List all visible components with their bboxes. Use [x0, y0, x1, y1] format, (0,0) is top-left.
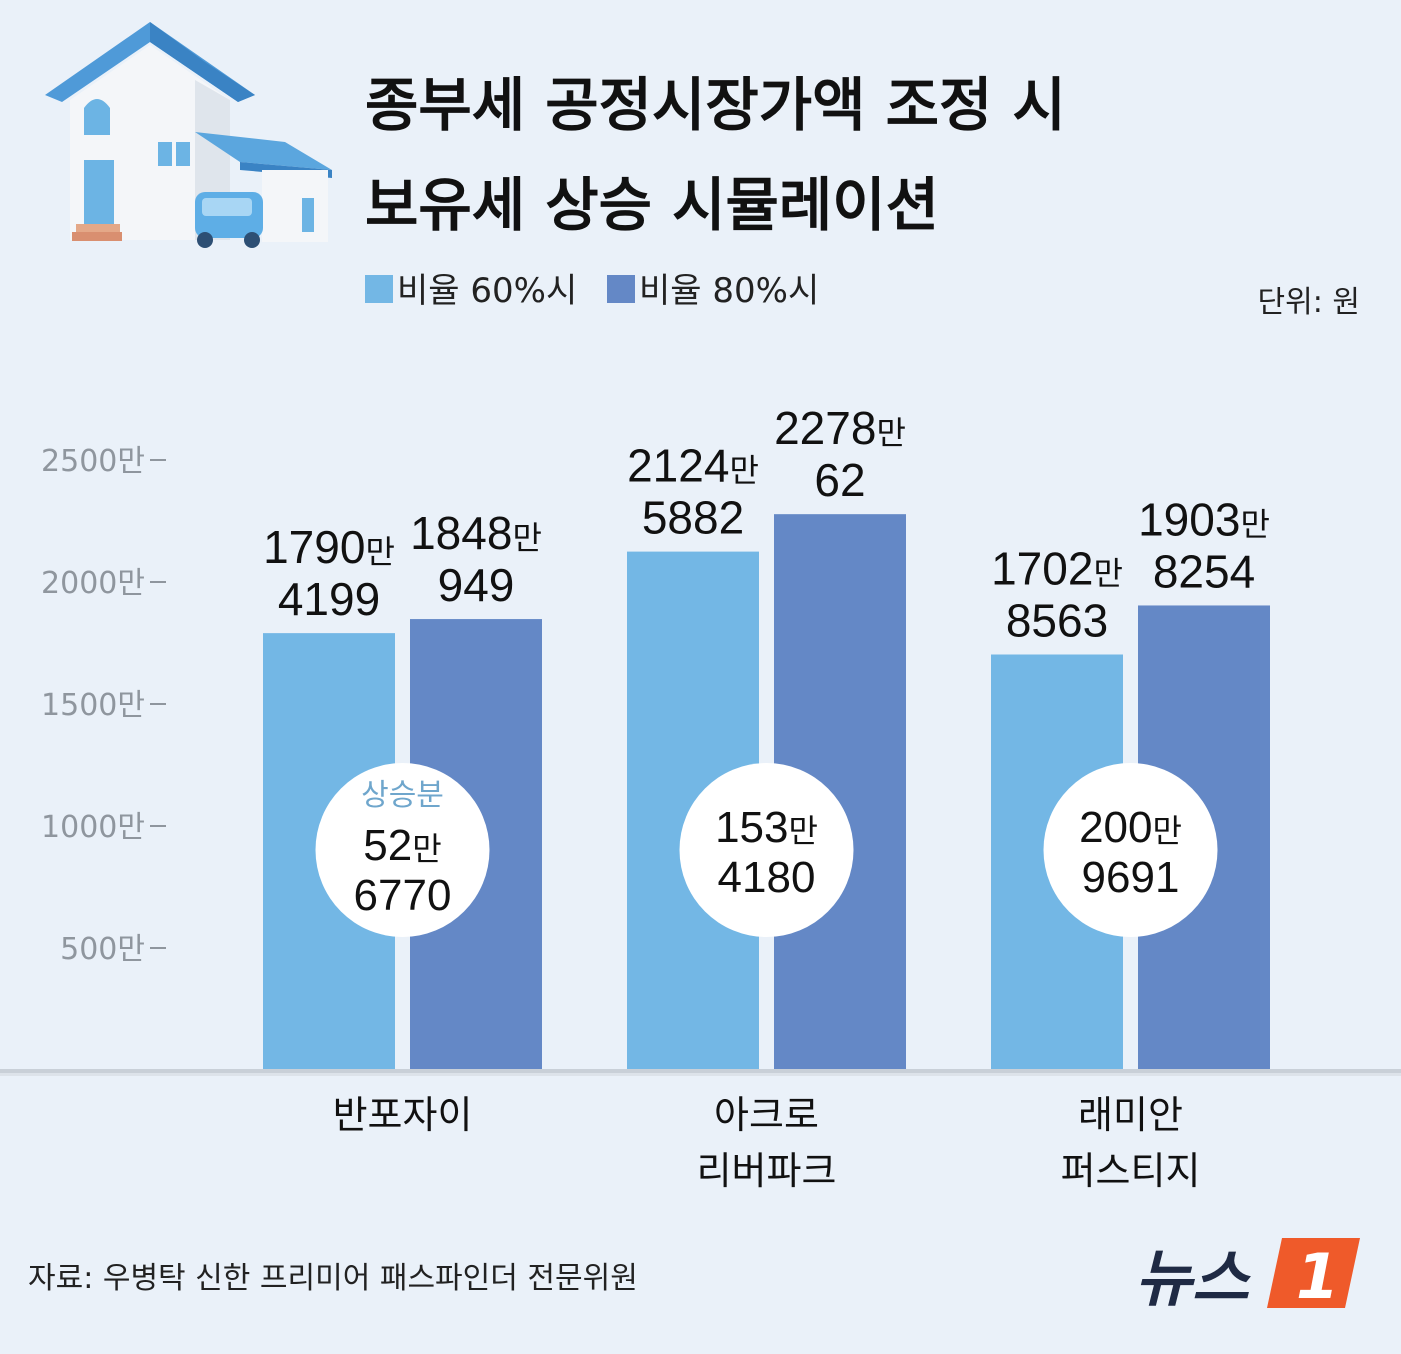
increase-value: 9691 [1082, 853, 1180, 902]
category-label: 리버파크 [697, 1149, 837, 1193]
category-label: 래미안 [1078, 1093, 1183, 1137]
bar-value-label: 5882 [642, 492, 744, 544]
increase-value: 6770 [354, 871, 452, 920]
increase-value: 200만 [1079, 803, 1182, 852]
y-tick-label: 1000만 [41, 810, 145, 845]
baseline-shadow [0, 1073, 1401, 1076]
increase-circle [315, 763, 490, 937]
title-line-1: 종부세 공정시장가액 조정 시 [365, 71, 1066, 139]
y-tick-label: 2500만 [41, 444, 145, 479]
source-note: 자료: 우병탁 신한 프리미어 패스파인더 전문위원 [28, 1261, 638, 1296]
category-label: 아크로 [714, 1093, 819, 1137]
legend-label-80: 비율 80%시 [639, 271, 819, 311]
bar-value-label: 62 [814, 454, 865, 506]
bar-value-label: 8563 [1006, 595, 1108, 647]
legend-swatch-60 [365, 275, 393, 303]
unit-label: 단위: 원 [1258, 285, 1360, 320]
legend-swatch-80 [607, 275, 635, 303]
news1-logo: 뉴스 1 [1135, 1238, 1360, 1315]
increase-circle [679, 763, 854, 937]
category-label: 반포자이 [333, 1093, 473, 1137]
legend: 비율 60%시 비율 80%시 [365, 271, 819, 311]
bar-value-label: 1702만 [991, 543, 1123, 595]
bar-value-label: 1848만 [410, 507, 542, 559]
baseline [0, 1069, 1401, 1073]
y-tick-label: 500만 [60, 932, 145, 967]
y-axis: 500만 1000만 1500만 2000만 2500만 [41, 444, 166, 967]
y-tick-label: 1500만 [41, 688, 145, 723]
increase-circle [1043, 763, 1218, 937]
bar-value-label: 2124만 [627, 440, 759, 492]
bar-value-label: 4199 [278, 573, 380, 625]
y-tick-label: 2000만 [41, 566, 145, 601]
bar-value-label: 2278만 [774, 402, 906, 454]
increase-label: 상승분 [361, 778, 444, 813]
logo-badge [1267, 1238, 1360, 1308]
increase-value: 4180 [718, 853, 816, 902]
increase-value: 153만 [715, 803, 818, 852]
house-with-car-icon [45, 22, 332, 248]
title-line-2: 보유세 상승 시뮬레이션 [365, 171, 939, 239]
category-label: 퍼스티지 [1061, 1149, 1201, 1193]
bar-value-label: 1903만 [1138, 493, 1270, 545]
bar-value-label: 8254 [1153, 545, 1255, 597]
bar-value-label: 1790만 [263, 521, 395, 573]
logo-text: 뉴스 [1135, 1242, 1251, 1315]
legend-label-60: 비율 60%시 [397, 271, 577, 311]
logo-mark: 1 [1296, 1240, 1339, 1313]
bar-value-label: 949 [438, 559, 515, 611]
increase-value: 52만 [363, 821, 441, 870]
